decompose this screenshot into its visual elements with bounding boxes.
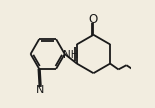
Text: N: N [36, 85, 44, 95]
Text: NH: NH [63, 50, 79, 60]
Text: O: O [89, 13, 98, 26]
